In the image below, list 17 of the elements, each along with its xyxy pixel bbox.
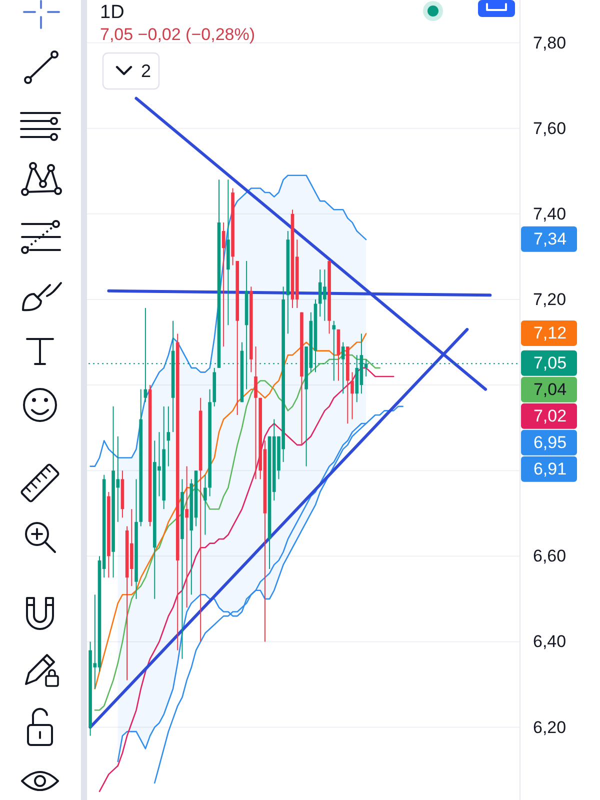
text: 7,12: [533, 324, 567, 343]
y-tick-label: 7,80: [533, 33, 566, 52]
y-tick-label: 7,40: [533, 204, 566, 224]
text: 7,04: [533, 380, 567, 400]
y-tick-label: 7,20: [533, 290, 566, 309]
ref-line-label: 7,05: [533, 354, 567, 373]
chart-title: 1D: [100, 2, 124, 23]
text: 7,02: [533, 406, 567, 426]
text: 6,95: [533, 433, 567, 452]
text: 7,05 −0,02 (−0,28%): [100, 25, 256, 44]
y-tick-label: 6,60: [533, 546, 566, 566]
text: 7,34: [533, 230, 567, 249]
annotation: 2: [140, 61, 152, 81]
y-tick-label: 6,20: [533, 718, 566, 737]
y-tick-label: 6,40: [533, 632, 566, 652]
y-tick-label: 7,60: [533, 118, 566, 138]
text: 6,91: [533, 460, 567, 479]
